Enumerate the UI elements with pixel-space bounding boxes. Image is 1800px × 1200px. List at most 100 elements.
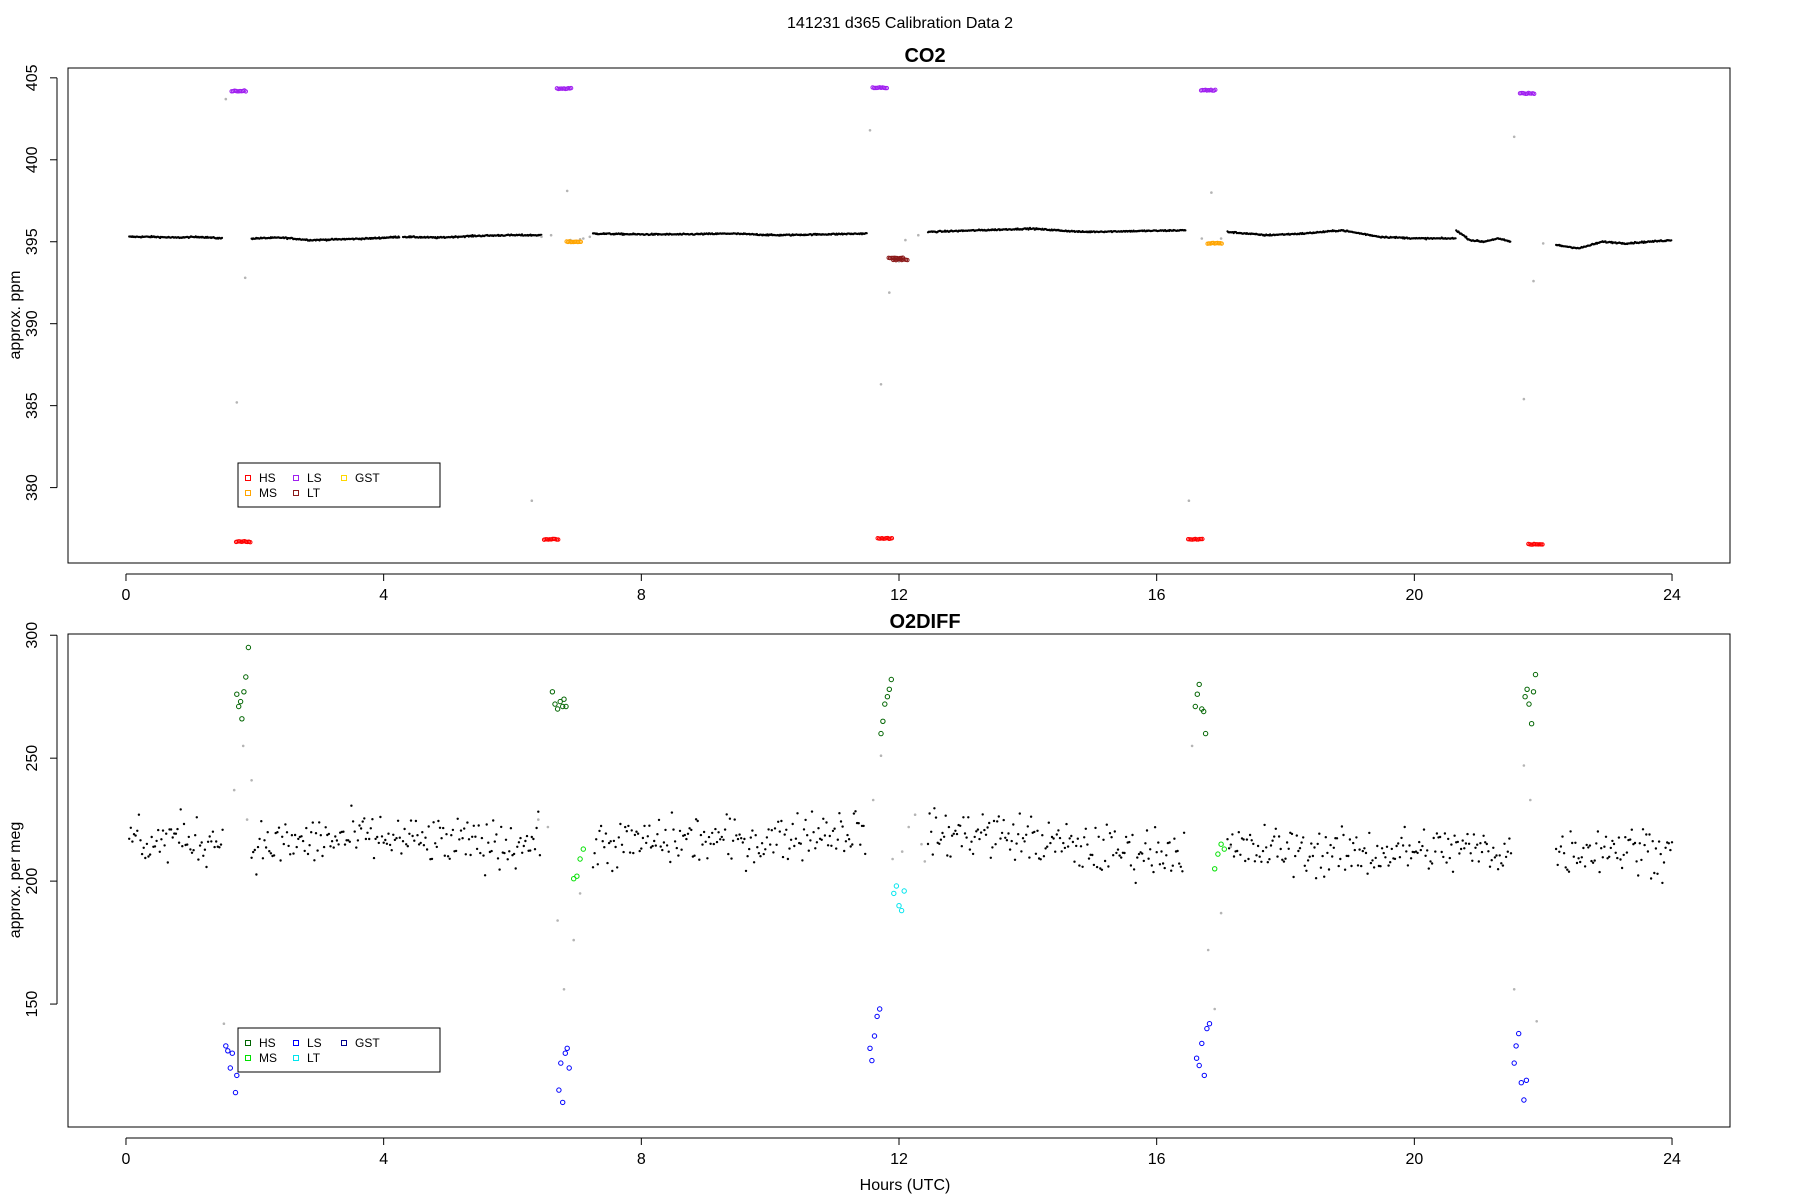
o2diff-ambient-point (1629, 838, 1632, 841)
o2diff-ambient-point (1350, 864, 1353, 868)
o2diff-ls-point (1513, 1043, 1519, 1049)
o2diff-ambient-point (778, 830, 781, 833)
o2diff-ls-point (234, 1072, 240, 1079)
o2diff-ambient-point (1049, 841, 1052, 845)
o2diff-ambient-point (1073, 860, 1076, 863)
o2diff-ambient-point (725, 813, 728, 816)
o2diff-ambient-point (978, 837, 981, 841)
o2diff-ambient-point (1609, 846, 1613, 850)
o2diff-transition-point (1190, 744, 1194, 748)
co2-ambient-point (540, 233, 543, 236)
o2diff-ambient-point (760, 842, 764, 845)
o2diff-ambient-point (303, 849, 306, 853)
o2diff-ambient-point (1181, 870, 1184, 873)
o2diff-ambient-point (1137, 852, 1141, 856)
co2-transition-point (1512, 135, 1516, 139)
o2diff-ambient-point (1503, 842, 1506, 845)
o2diff-ambient-point (656, 833, 659, 836)
o2diff-ambient-point (1456, 840, 1460, 844)
o2diff-ambient-point (1269, 844, 1273, 847)
o2diff-ambient-point (1171, 864, 1175, 867)
o2diff-ls-point (225, 1048, 231, 1054)
o2diff-legend-label-gst: GST (355, 1036, 380, 1050)
o2diff-ambient-point (941, 831, 944, 835)
o2diff-ambient-point (221, 828, 224, 831)
o2diff-ambient-point (463, 827, 466, 830)
o2diff-transition-point (572, 938, 575, 942)
o2diff-ambient-point (794, 837, 798, 840)
o2diff-ambient-point (1509, 852, 1513, 855)
o2diff-ambient-point (934, 816, 938, 819)
o2diff-ambient-point (538, 854, 542, 857)
co2-hs-point (1197, 536, 1202, 542)
co2-transition-point (888, 291, 891, 294)
o2diff-ambient-point (1150, 864, 1154, 867)
o2diff-ambient-point (1418, 840, 1421, 844)
o2diff-ambient-point (849, 845, 852, 848)
o2diff-ambient-point (1443, 832, 1447, 835)
o2diff-ambient-point (334, 835, 337, 838)
o2diff-legend-label-hs: HS (259, 1036, 276, 1050)
o2diff-ambient-point (857, 822, 860, 825)
o2diff-ambient-point (928, 812, 931, 815)
o2diff-ambient-point (963, 832, 967, 835)
o2diff-ms-point (1218, 841, 1224, 847)
o2diff-ambient-point (442, 826, 445, 830)
o2diff-ambient-point (393, 838, 397, 842)
o2diff-y-axis: 150 200 250 300 (24, 622, 58, 1017)
o2diff-ambient-point (176, 827, 179, 831)
o2diff-ambient-point (1110, 836, 1113, 839)
o2diff-ambient-point (1013, 858, 1017, 861)
o2diff-ambient-point (702, 830, 706, 834)
o2diff-ambient-point (1624, 836, 1627, 839)
o2diff-ambient-point (751, 829, 754, 832)
o2diff-ambient-point (1633, 841, 1637, 845)
o2diff-ambient-point (316, 849, 319, 852)
o2diff-ambient-point (483, 874, 487, 877)
o2diff-ambient-point (822, 817, 825, 820)
o2diff-transition-point (250, 779, 253, 782)
o2diff-ambient-point (1463, 847, 1466, 850)
o2diff-ambient-point (1340, 825, 1344, 828)
o2diff-ambient-point (810, 810, 814, 813)
o2diff-ambient-point (1113, 830, 1117, 833)
o2diff-ambient-point (979, 831, 983, 834)
o2diff-ambient-point (1237, 831, 1241, 834)
o2diff-ambient-point (981, 813, 984, 816)
o2diff-ms-point (574, 873, 580, 879)
o2diff-hs-point (234, 691, 240, 697)
co2-y-tick-label: 405 (24, 64, 41, 91)
o2diff-ambient-point (686, 832, 690, 835)
co2-hs-point (543, 537, 548, 542)
o2diff-ambient-point (1070, 834, 1073, 838)
o2diff-ambient-point (1149, 848, 1152, 851)
co2-ls-point (884, 85, 889, 91)
o2diff-ambient-point (649, 846, 653, 849)
o2diff-ambient-point (611, 869, 614, 873)
o2diff-ambient-point (1667, 842, 1671, 845)
o2diff-ambient-point (321, 854, 324, 858)
o2diff-ambient-point (646, 835, 649, 838)
o2diff-ambient-point (384, 838, 387, 842)
o2diff-hs-point (1522, 694, 1528, 700)
co2-legend-box (237, 462, 441, 508)
o2diff-ambient-point (1657, 840, 1661, 843)
o2diff-ambient-point (971, 852, 975, 856)
o2diff-ambient-point (959, 824, 962, 827)
o2diff-ambient-point (1567, 870, 1571, 873)
o2diff-ambient-point (1427, 867, 1431, 870)
o2diff-ambient-point (616, 866, 619, 869)
o2diff-ambient-point (831, 829, 835, 833)
o2diff-ambient-point (139, 839, 142, 842)
o2diff-ambient-point (458, 838, 461, 841)
o2diff-ambient-point (1662, 861, 1666, 864)
o2diff-ambient-point (1306, 859, 1310, 862)
o2diff-ambient-point (1664, 846, 1667, 849)
o2diff-ambient-point (775, 843, 778, 846)
o2diff-ambient-point (1054, 850, 1057, 853)
o2diff-ambient-point (820, 838, 823, 841)
o2diff-ambient-point (764, 848, 767, 851)
o2diff-ambient-point (211, 830, 215, 833)
co2-ms-point (577, 239, 582, 245)
o2diff-transition-point (578, 892, 582, 895)
